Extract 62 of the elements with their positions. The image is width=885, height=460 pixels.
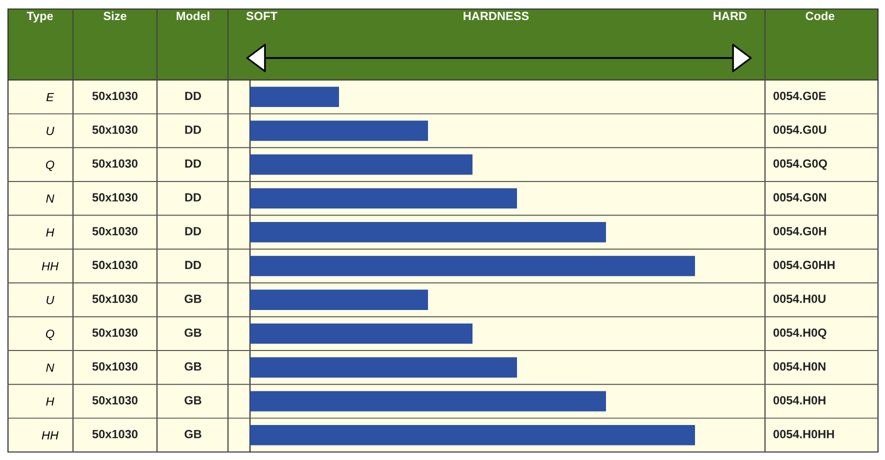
text: DD (185, 92, 202, 100)
text: GB (184, 362, 202, 371)
text: 50x1030 (92, 260, 138, 270)
text: HARDNESS (464, 12, 529, 20)
text: 0054.G0HH (773, 260, 835, 270)
text: HARD (714, 12, 747, 20)
text: 50x1030 (92, 193, 138, 202)
y-tick-label: U (46, 296, 54, 304)
text: GB (184, 430, 202, 438)
bar (250, 290, 428, 310)
text: 0054.G0N (773, 193, 826, 202)
text: 50x1030 (92, 226, 138, 236)
text: 50x1030 (92, 328, 138, 337)
y-tick-label: U (46, 126, 54, 136)
y-tick-label: HH (42, 262, 59, 270)
y-tick-label: N (46, 364, 54, 372)
y-tick-label: H (46, 228, 54, 236)
bar (250, 424, 695, 446)
text: SOFT (246, 12, 278, 20)
text: DD (185, 159, 202, 168)
text: Model (176, 12, 210, 20)
text: Code (806, 12, 834, 20)
bar (250, 188, 517, 209)
text: DD (185, 193, 202, 202)
text: 50x1030 (92, 396, 138, 404)
text: DD (185, 227, 202, 236)
text: DD (185, 126, 202, 134)
text: 0054.G0E (773, 92, 826, 100)
bar (250, 154, 472, 175)
bar (250, 120, 428, 141)
bar (250, 391, 606, 412)
text: 0054.G0H (773, 226, 826, 236)
y-tick-label: N (46, 194, 54, 203)
bar (250, 256, 695, 276)
text: 0054.H0U (773, 294, 826, 303)
y-tick-label: E (46, 93, 54, 102)
y-tick-label: HH (42, 431, 59, 440)
text: 0054.G0Q (773, 159, 827, 170)
text: GB (184, 328, 202, 337)
text: 50x1030 (92, 362, 138, 371)
text: 0054.H0Q (773, 328, 826, 340)
text: 50x1030 (92, 126, 138, 134)
bar (250, 86, 339, 108)
y-axis-title: Type (26, 12, 53, 22)
bar (250, 323, 472, 344)
text: 50x1030 (92, 294, 138, 304)
text: 50x1030 (92, 430, 138, 438)
text: GB (184, 294, 202, 303)
text: 0054.H0N (773, 362, 826, 371)
text: DD (185, 260, 202, 270)
text: 0054.H0H (773, 396, 826, 404)
text: 0054.H0HH (773, 430, 834, 438)
bar (250, 357, 517, 378)
y-tick-label: H (46, 397, 54, 406)
y-tick-label: Q (46, 330, 54, 340)
bar (250, 222, 606, 242)
y-tick-label: Q (46, 160, 54, 172)
text: 0054.G0U (773, 126, 826, 134)
text: GB (184, 396, 202, 404)
text: 50x1030 (92, 92, 138, 100)
text: Size (104, 12, 126, 20)
text: 50x1030 (92, 159, 138, 168)
